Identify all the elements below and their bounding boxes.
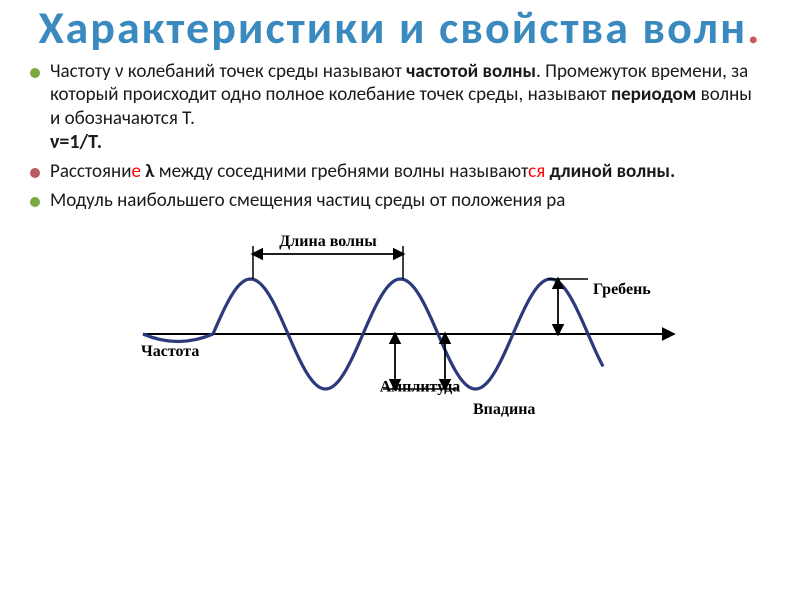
bullet-item: Модуль наибольшего смещения частиц среды…: [50, 189, 766, 212]
svg-text:Гребень: Гребень: [593, 281, 651, 298]
svg-text:Длина волны: Длина волны: [279, 233, 377, 250]
title-text: Характеристики и свойства волн: [39, 0, 748, 56]
svg-text:Впадина: Впадина: [473, 401, 535, 418]
bullet-text: Расстояние λ между соседними гребнями во…: [50, 160, 675, 183]
bullet-item: Частоту ν колебаний точек среды называют…: [50, 60, 766, 154]
page-title: Характеристики и свойства волн.: [0, 0, 800, 60]
bullet-text: Модуль наибольшего смещения частиц среды…: [50, 189, 565, 212]
bullet-text: Частоту ν колебаний точек среды называют…: [50, 60, 766, 154]
title-suffix: .: [747, 0, 761, 56]
bullet-dot: [30, 197, 40, 207]
wave-diagram: Длина волны Гребень Амплитуда Впадина Частот…: [123, 219, 693, 439]
content-area: Частоту ν колебаний точек среды называют…: [0, 60, 800, 438]
formula: ν=1/Т.: [50, 130, 102, 154]
bullet-dot: [30, 68, 40, 78]
bullet-item: Расстояние λ между соседними гребнями во…: [50, 160, 766, 183]
svg-text:Амплитуда: Амплитуда: [380, 378, 461, 395]
svg-text:Частота: Частота: [141, 343, 199, 360]
bullet-dot: [30, 168, 40, 178]
